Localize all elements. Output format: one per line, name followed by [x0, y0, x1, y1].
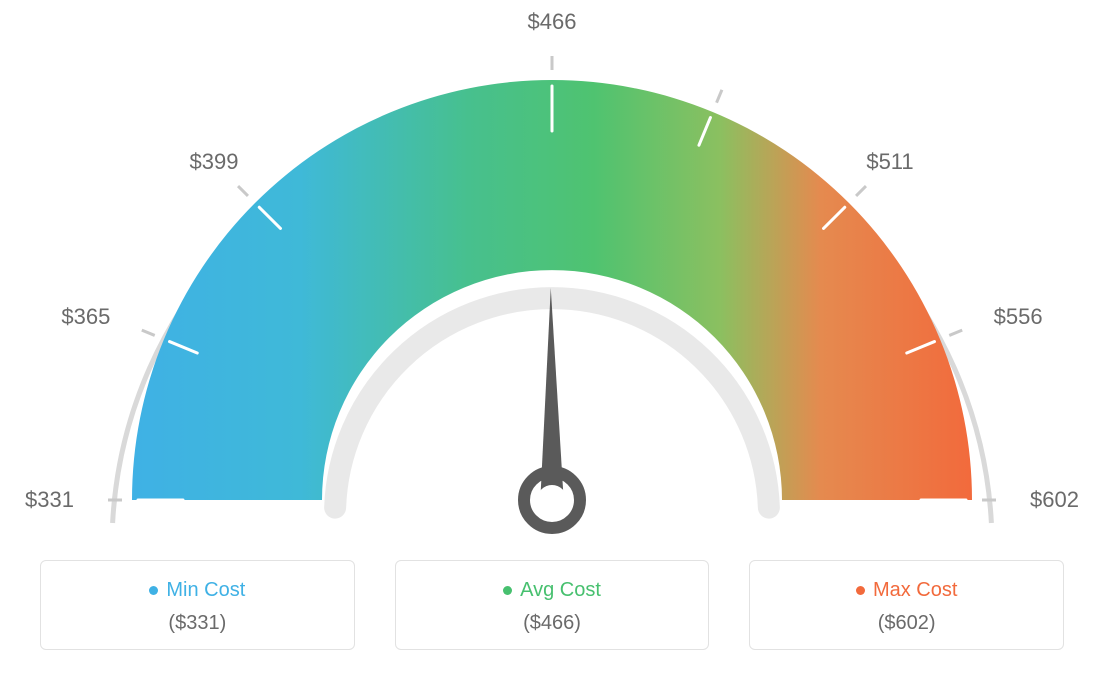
gauge-tick-label: $602 — [1030, 487, 1079, 512]
legend-min-value: ($331) — [51, 612, 344, 635]
gauge-tick-label: $511 — [866, 149, 913, 174]
legend-max-value: ($602) — [760, 612, 1053, 635]
legend-min: Min Cost ($331) — [40, 560, 355, 650]
gauge-tick-label: $466 — [528, 9, 577, 34]
legend-max: Max Cost ($602) — [749, 560, 1064, 650]
legend-avg-value: ($466) — [406, 612, 699, 635]
legend-avg-label: Avg Cost — [520, 579, 601, 602]
gauge-tick-label: $556 — [994, 304, 1043, 329]
dot-icon — [856, 586, 865, 595]
gauge-tick-label: $331 — [25, 487, 74, 512]
gauge-tick-label: $365 — [61, 304, 110, 329]
legend-min-label: Min Cost — [166, 579, 245, 602]
dot-icon — [149, 586, 158, 595]
legend-avg: Avg Cost ($466) — [395, 560, 710, 650]
legend-max-label: Max Cost — [873, 579, 957, 602]
cost-gauge: $331 $365 $399 $466 $511 $556 $602 — [0, 0, 1104, 560]
dot-icon — [503, 586, 512, 595]
gauge-tick-label: $399 — [190, 149, 239, 174]
legend-row: Min Cost ($331) Avg Cost ($466) Max Cost… — [0, 560, 1104, 650]
